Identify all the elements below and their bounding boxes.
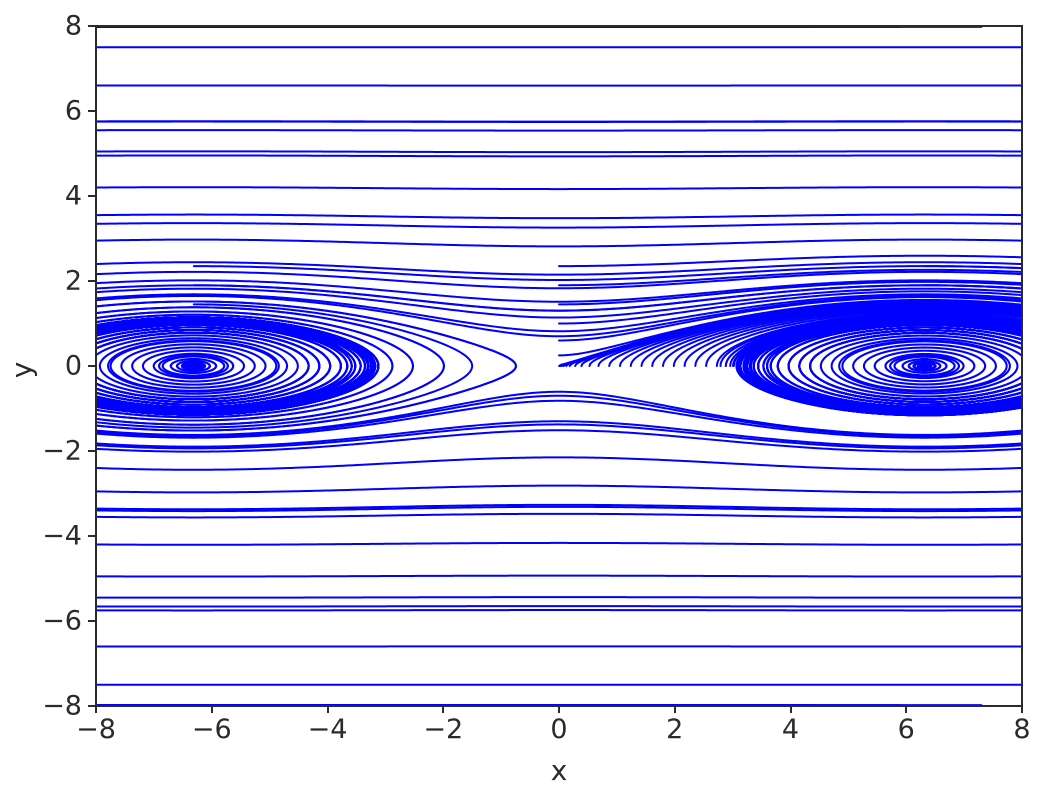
streamline — [97, 486, 1022, 493]
x-tick-label: 2 — [666, 716, 683, 743]
x-tick-label: −2 — [423, 716, 463, 743]
y-tick-mark — [88, 535, 95, 537]
streamline — [97, 215, 1022, 219]
streamline — [923, 366, 926, 367]
streamline — [96, 151, 1022, 152]
streamplot-lines — [96, 26, 1022, 706]
x-tick-mark — [95, 706, 97, 713]
y-axis-label: y — [8, 362, 36, 379]
y-tick-label: 4 — [0, 183, 82, 210]
x-tick-label: 0 — [550, 716, 567, 743]
streamline — [97, 155, 1022, 156]
y-tick-label: 6 — [0, 98, 82, 125]
x-tick-mark — [674, 706, 676, 713]
streamline — [97, 187, 1022, 189]
y-tick-label: −2 — [0, 438, 82, 465]
streamline — [192, 365, 195, 366]
streamline — [97, 576, 1022, 577]
plot-area — [96, 26, 1022, 706]
x-tick-mark — [558, 706, 560, 713]
y-tick-mark — [88, 705, 95, 707]
axis-spine-right — [1021, 25, 1023, 707]
y-tick-mark — [88, 450, 95, 452]
y-tick-mark — [88, 280, 95, 282]
axis-spine-top — [95, 25, 1023, 27]
x-tick-label: 4 — [782, 716, 799, 743]
axis-spine-left — [95, 25, 97, 707]
streamline — [924, 266, 1022, 269]
x-tick-label: 8 — [1013, 716, 1030, 743]
x-tick-mark — [905, 706, 907, 713]
streamline — [97, 543, 1022, 545]
x-tick-mark — [442, 706, 444, 713]
y-tick-label: −6 — [0, 608, 82, 635]
streamline — [97, 514, 1022, 518]
x-tick-mark — [1021, 706, 1023, 713]
y-tick-mark — [88, 25, 95, 27]
y-tick-label: 8 — [0, 13, 82, 40]
x-tick-mark — [790, 706, 792, 713]
x-tick-label: −8 — [76, 716, 116, 743]
streamline — [97, 457, 1022, 469]
x-tick-label: −4 — [308, 716, 348, 743]
y-tick-mark — [88, 110, 95, 112]
x-tick-label: −6 — [192, 716, 232, 743]
x-tick-mark — [327, 706, 329, 713]
y-tick-label: −8 — [0, 693, 82, 720]
y-tick-mark — [88, 195, 95, 197]
x-tick-mark — [211, 706, 213, 713]
streamline — [96, 597, 1022, 598]
y-tick-mark — [88, 620, 95, 622]
x-tick-label: 6 — [898, 716, 915, 743]
y-tick-mark — [88, 365, 95, 367]
streamline — [97, 240, 1022, 247]
x-axis-label: x — [551, 757, 568, 785]
y-tick-label: 2 — [0, 268, 82, 295]
streamline — [96, 223, 1022, 227]
y-tick-label: −4 — [0, 523, 82, 550]
